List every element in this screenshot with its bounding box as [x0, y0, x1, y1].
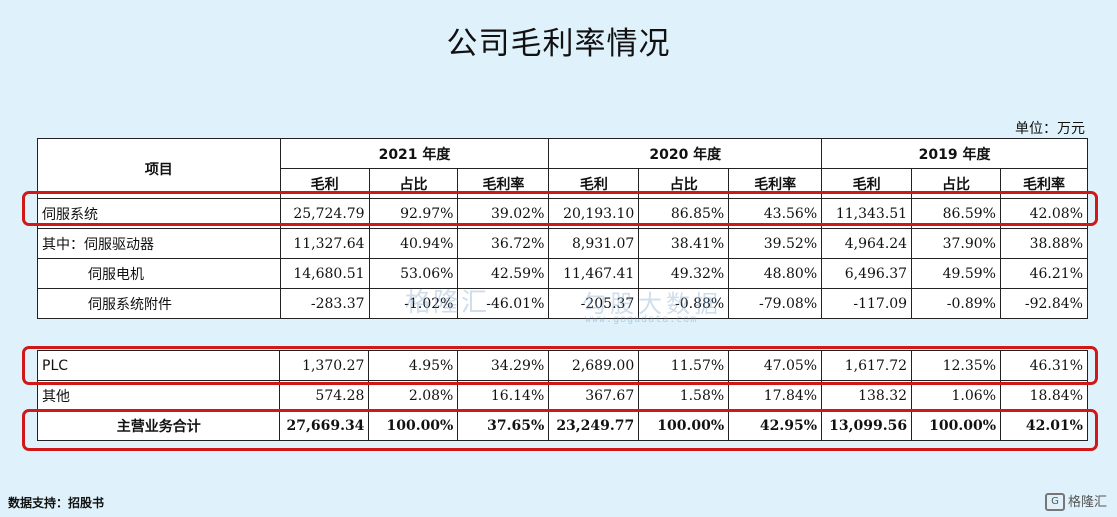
- highlight-plc: [22, 346, 1098, 385]
- table-cell: 49.59%: [911, 258, 1001, 289]
- unit-label: 单位：万元: [1015, 121, 1085, 137]
- brand-logo-icon: G: [1044, 493, 1065, 511]
- table-cell: 17.84%: [728, 380, 823, 411]
- margin-table-top: 项目 2021 年度 2020 年度 2019 年度 毛利 占比 毛利率 毛利 …: [37, 138, 1089, 319]
- table-cell: 6,496.37: [821, 258, 913, 289]
- table-cell: -283.37: [279, 288, 370, 319]
- row-label: 其他: [36, 380, 281, 411]
- table-cell: 8,931.07: [548, 228, 640, 259]
- table-cell: -46.01%: [457, 288, 550, 319]
- highlight-total: [22, 409, 1098, 451]
- watermark-left: 格隆汇: [405, 288, 490, 318]
- table-cell: -92.84%: [999, 288, 1089, 319]
- table-cell: 34.29%: [457, 350, 550, 381]
- table-cell: 36.72%: [457, 228, 550, 259]
- watermark-url: www.gogudata.com: [585, 314, 698, 325]
- table-cell: 574.28: [279, 380, 370, 411]
- header-year-2020: 2020 年度: [548, 138, 823, 169]
- table-cell: 14,680.51: [279, 258, 370, 289]
- table-cell: 1,617.72: [821, 350, 913, 381]
- table-cell: 18.84%: [1000, 380, 1088, 411]
- table-cell: 4,964.24: [821, 228, 913, 259]
- table-row: 其中：伺服驱动器 11,327.64 40.94% 36.72% 8,931.07 38.…: [37, 228, 1089, 259]
- table-cell: 46.21%: [999, 258, 1089, 289]
- table-cell: 39.52%: [728, 228, 823, 259]
- table-cell: -79.08%: [728, 288, 823, 319]
- table-cell: -117.09: [821, 288, 913, 319]
- row-label: 伺服电机: [37, 258, 281, 289]
- table-cell: 1.06%: [911, 380, 1001, 411]
- table-cell: 138.32: [821, 380, 913, 411]
- table-cell: 1,370.27: [279, 350, 370, 381]
- table-cell: 53.06%: [368, 258, 459, 289]
- table-cell: 37.65%: [457, 410, 550, 441]
- row-label: 伺服系统附件: [37, 288, 281, 319]
- source-note: 数据支持：招股书: [8, 496, 105, 510]
- table-cell: -205.37: [548, 288, 640, 319]
- row-label: PLC: [36, 350, 281, 381]
- table-cell: 100.00%: [911, 410, 1001, 441]
- header-year-2019: 2019 年度: [821, 138, 1088, 169]
- table-cell: 13,099.56: [821, 410, 913, 441]
- table-cell: 40.94%: [368, 228, 459, 259]
- table-row: 主营业务合计 27,669.34 100.00% 37.65% 23,249.77 100…: [36, 410, 1088, 441]
- highlight-servo-system: [22, 191, 1098, 226]
- brand-logo: G 格隆汇: [1044, 491, 1107, 511]
- table-cell: 16.14%: [457, 380, 550, 411]
- header-item: 项目: [37, 138, 281, 199]
- table-row: 其他 574.28 2.08% 16.14% 367.67 1.58% 17.84% 138.…: [36, 380, 1088, 411]
- watermark-right: 勾股大数据: [582, 290, 722, 318]
- header-year-2021: 2021 年度: [279, 138, 550, 169]
- table-cell: 38.88%: [999, 228, 1089, 259]
- row-label: 主营业务合计: [36, 410, 281, 441]
- table-cell: 42.95%: [728, 410, 823, 441]
- table-cell: 48.80%: [728, 258, 823, 289]
- table-cell: 38.41%: [638, 228, 730, 259]
- table-cell: 37.90%: [911, 228, 1001, 259]
- table-row: 伺服电机 14,680.51 53.06% 42.59% 11,467.41 49.32%…: [37, 258, 1089, 289]
- table-cell: -0.88%: [638, 288, 730, 319]
- table-cell: 100.00%: [368, 410, 459, 441]
- table-cell: 100.00%: [638, 410, 730, 441]
- table-cell: -0.89%: [911, 288, 1001, 319]
- table-cell: 42.01%: [1000, 410, 1088, 441]
- table-row: 伺服系统附件 -283.37 -1.02% -46.01% -205.37 -0.88% -…: [37, 288, 1089, 319]
- row-label: 其中：伺服驱动器: [37, 228, 281, 259]
- table-cell: 11,327.64: [279, 228, 370, 259]
- table-cell: 2.08%: [368, 380, 459, 411]
- page-title: 公司毛利率情况: [446, 26, 671, 62]
- table-cell: 47.05%: [728, 350, 823, 381]
- table-cell: 42.59%: [457, 258, 550, 289]
- table-cell: 23,249.77: [548, 410, 640, 441]
- table-cell: 367.67: [548, 380, 640, 411]
- table-cell: 1.58%: [638, 380, 730, 411]
- brand-logo-text: 格隆汇: [1067, 494, 1107, 510]
